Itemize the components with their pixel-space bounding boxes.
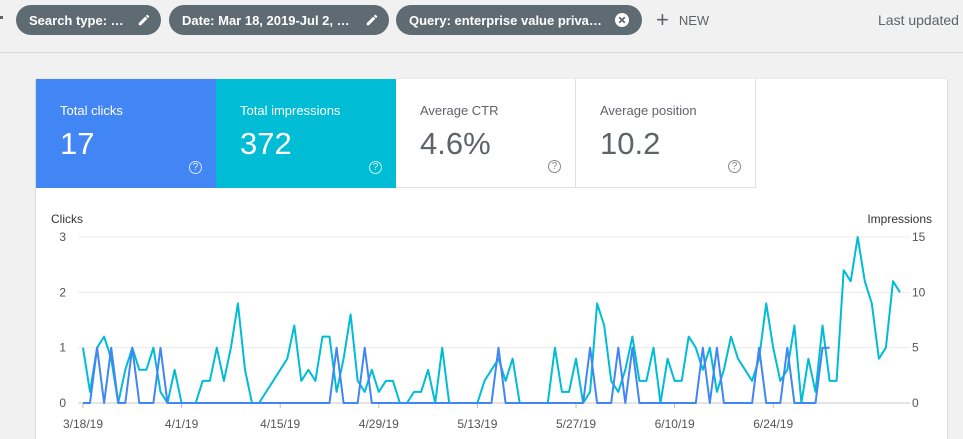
x-tick-label: 4/15/19	[260, 417, 300, 431]
left-axis-label: Clicks	[51, 212, 83, 226]
right-axis-tick: 0	[912, 396, 919, 410]
metric-total-impressions[interactable]: Total impressions 372 ?	[216, 79, 396, 188]
left-axis-tick: 3	[59, 230, 66, 244]
filter-chip-search-type[interactable]: Search type: Web	[16, 5, 161, 35]
right-axis-tick: 15	[912, 230, 926, 244]
metric-value: 10.2	[600, 126, 661, 161]
help-icon[interactable]: ?	[548, 160, 561, 173]
filter-chip-label: Query: enterprise value private c...	[409, 12, 605, 28]
edit-pencil-icon[interactable]	[137, 13, 151, 27]
metric-label: Average position	[600, 103, 697, 118]
x-tick-label: 4/1/19	[165, 417, 199, 431]
chart-series	[82, 236, 901, 404]
left-axis-tick: 2	[59, 285, 66, 299]
x-tick-label: 4/29/19	[359, 417, 399, 431]
right-axis-ticks: 15 10 5 0	[912, 230, 926, 410]
remove-filter-icon[interactable]	[614, 12, 630, 28]
metric-total-clicks[interactable]: Total clicks 17 ?	[36, 79, 216, 188]
help-icon[interactable]: ?	[369, 161, 382, 174]
help-icon[interactable]: ?	[189, 161, 202, 174]
filter-chip-query[interactable]: Query: enterprise value private c...	[396, 5, 642, 35]
new-filter-label: NEW	[678, 12, 710, 28]
metric-value: 4.6%	[420, 126, 491, 161]
right-axis-tick: 5	[912, 341, 919, 355]
performance-card: Total clicks 17 ? Total impressions 372 …	[36, 79, 947, 439]
menu-fragment-icon[interactable]	[0, 16, 3, 19]
plus-icon: +	[656, 7, 669, 32]
metric-average-ctr[interactable]: Average CTR 4.6% ?	[396, 79, 576, 188]
metric-label: Average CTR	[420, 103, 499, 118]
left-axis-tick: 0	[59, 396, 66, 410]
last-updated-text: Last updated	[878, 12, 959, 28]
x-axis-ticks: 3/18/19 4/1/19 4/15/19 4/29/19 5/13/19 5/27/1…	[63, 403, 794, 431]
x-tick-label: 5/27/19	[556, 417, 596, 431]
left-axis-tick: 1	[59, 341, 66, 355]
metric-label: Total impressions	[240, 103, 341, 118]
filter-chip-label: Date: Mar 18, 2019-Jul 2, 2019	[182, 12, 356, 28]
x-tick-label: 6/10/19	[655, 417, 695, 431]
metric-value: 372	[240, 126, 292, 161]
right-axis-label: Impressions	[867, 212, 932, 226]
x-tick-label: 6/24/19	[753, 417, 793, 431]
right-axis-tick: 10	[912, 285, 926, 299]
x-tick-label: 3/18/19	[63, 417, 103, 431]
help-icon[interactable]: ?	[728, 160, 741, 173]
new-filter-button[interactable]: + NEW	[656, 8, 709, 32]
clicks-line	[83, 346, 830, 404]
metric-label: Total clicks	[60, 103, 123, 118]
filter-chip-date[interactable]: Date: Mar 18, 2019-Jul 2, 2019	[169, 5, 389, 35]
impressions-line	[82, 236, 901, 404]
metric-value: 17	[60, 126, 95, 161]
left-axis-ticks: 3 2 1 0	[59, 230, 66, 410]
filter-bar: Search type: Web Date: Mar 18, 2019-Jul …	[0, 0, 963, 53]
filter-chip-label: Search type: Web	[29, 12, 128, 28]
edit-pencil-icon[interactable]	[365, 13, 379, 27]
x-tick-label: 5/13/19	[457, 417, 497, 431]
metric-average-position[interactable]: Average position 10.2 ?	[576, 79, 756, 188]
